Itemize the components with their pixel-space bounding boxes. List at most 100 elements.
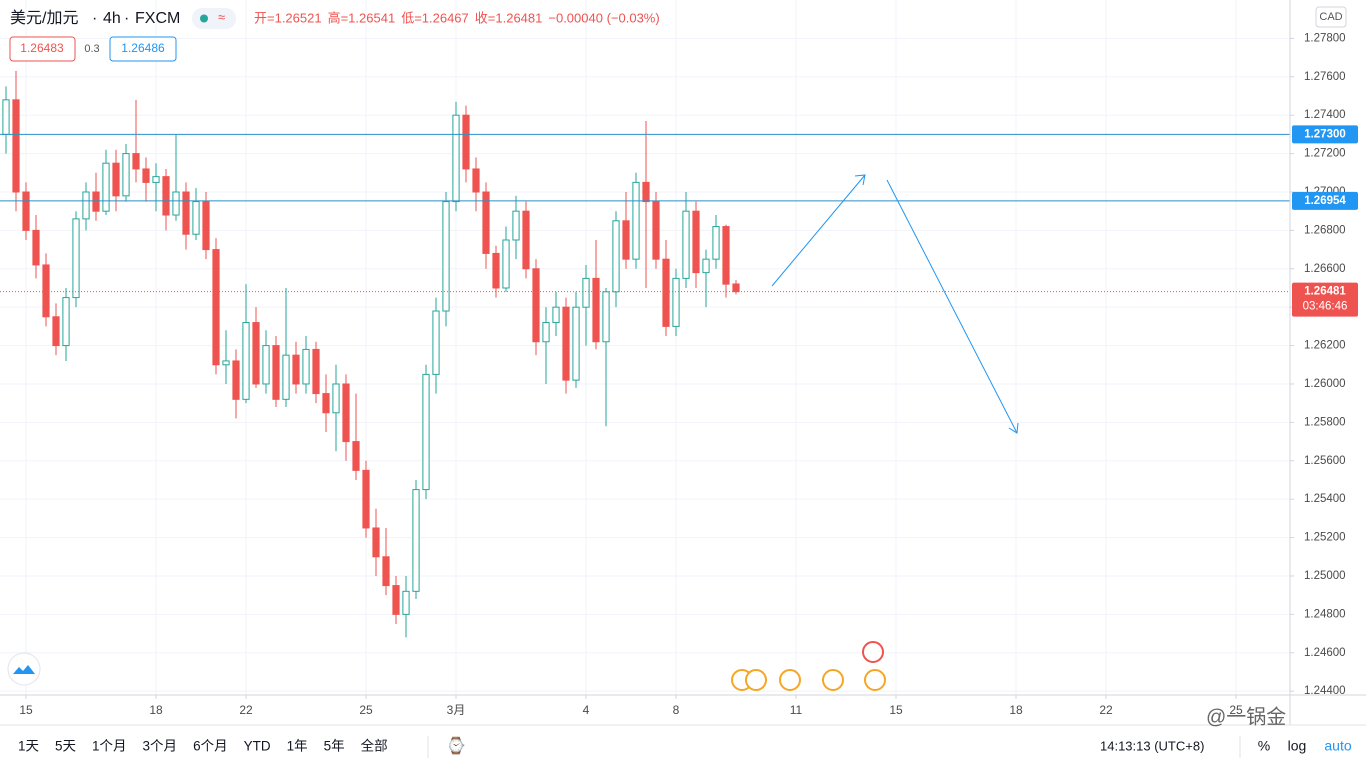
candle-body: [662, 258, 670, 327]
candle-body: [552, 306, 560, 324]
candle-body: [462, 114, 470, 170]
candle-body: [282, 354, 290, 400]
range-button[interactable]: 6个月: [193, 739, 228, 754]
status-icon: ≈: [218, 9, 225, 24]
candle-body: [212, 249, 220, 366]
candle-body: [672, 277, 680, 327]
candle-body: [202, 201, 210, 251]
price-label: 1.26954: [1304, 195, 1346, 207]
y-tick-label: 1.25400: [1304, 493, 1346, 505]
candle-body: [222, 360, 230, 366]
candle-body: [682, 210, 690, 279]
candle-body: [42, 264, 50, 318]
y-tick-label: 1.25600: [1304, 455, 1346, 467]
candle-body: [582, 277, 590, 308]
candle-body: [272, 345, 280, 400]
y-tick-label: 1.24800: [1304, 608, 1346, 620]
y-tick-label: 1.25000: [1304, 570, 1346, 582]
candle-body: [302, 348, 310, 385]
ohlc-value: 收=1.26481: [475, 10, 543, 25]
range-button[interactable]: 全部: [361, 738, 388, 754]
interval: 4h: [103, 10, 121, 27]
scale-mode[interactable]: auto: [1324, 738, 1351, 754]
scale-mode[interactable]: %: [1258, 738, 1270, 754]
y-tick-label: 1.27800: [1304, 32, 1346, 44]
x-tick-label: 15: [19, 703, 33, 717]
x-tick-label: 18: [1009, 703, 1023, 717]
candle-body: [92, 191, 100, 212]
candle-body: [292, 354, 300, 385]
candle-body: [652, 201, 660, 260]
candle-body: [322, 393, 330, 414]
candle-body: [232, 360, 240, 400]
arrow-up: [771, 174, 866, 287]
scale-mode[interactable]: log: [1288, 738, 1307, 754]
logo-mark: [13, 665, 35, 674]
candle-body: [342, 383, 350, 443]
candle-body: [642, 181, 650, 203]
event-icon: [745, 669, 767, 691]
watermark: @一锅金: [1206, 705, 1286, 728]
ohlc-value: 开=1.26521: [254, 10, 322, 25]
candle-body: [152, 176, 160, 183]
x-tick-label: 22: [1099, 703, 1113, 717]
range-button[interactable]: 3个月: [143, 739, 178, 754]
candle-body: [102, 162, 110, 212]
drawing-arrows: [771, 174, 1019, 434]
currency-box[interactable]: [1315, 6, 1347, 28]
symbol: 美元/加元: [10, 9, 78, 27]
plot: [0, 71, 1290, 638]
change: −0.00040 (−0.03%): [548, 10, 659, 25]
range-button[interactable]: YTD: [244, 739, 271, 754]
candle-body: [482, 191, 490, 254]
candle-body: [2, 99, 10, 135]
x-tick-label: 8: [673, 703, 680, 717]
x-tick-label: 18: [149, 703, 163, 717]
candle-body: [532, 268, 540, 343]
candle-body: [112, 162, 120, 197]
candle-body: [512, 210, 520, 241]
buy-box[interactable]: [109, 36, 177, 62]
candle-body: [12, 99, 20, 193]
events: [731, 641, 886, 691]
candle-body: [692, 210, 700, 274]
range-button[interactable]: 5天: [55, 739, 77, 754]
y-tick-label: 1.25800: [1304, 416, 1346, 428]
arrow-down: [886, 179, 1018, 434]
status-pill[interactable]: [192, 8, 236, 29]
candle-body: [562, 306, 570, 381]
ohlc-legend: 开=1.26521 高=1.26541 低=1.26467 收=1.26481 −0.0…: [254, 10, 660, 25]
logo[interactable]: [7, 652, 41, 686]
arrow-head: [854, 174, 866, 186]
candle-body: [242, 322, 250, 400]
y-tick-label: 1.27200: [1304, 148, 1346, 160]
currency[interactable]: CAD: [1319, 11, 1342, 23]
range-button[interactable]: 1年: [287, 739, 308, 754]
y-tick-label: 1.26600: [1304, 263, 1346, 275]
candle-body: [362, 469, 370, 529]
sell-price[interactable]: 1.26483: [20, 41, 64, 55]
sell-box[interactable]: [9, 36, 76, 62]
buy-price[interactable]: 1.26486: [121, 41, 165, 55]
separator: ·: [92, 10, 97, 27]
y-tick-label: 1.24400: [1304, 685, 1346, 697]
candle-body: [402, 590, 410, 615]
candle-body: [572, 306, 580, 381]
range-button[interactable]: 1个月: [92, 739, 127, 754]
candle-body: [442, 201, 450, 312]
countdown: 03:46:46: [1303, 301, 1348, 313]
compare-icon[interactable]: ⌚: [446, 736, 466, 755]
range-button[interactable]: 5年: [324, 739, 345, 754]
x-tick-label: 3月: [447, 703, 466, 717]
range-button[interactable]: 1天: [18, 739, 40, 754]
x-axis: 15 18 22 25 3月 4 8 11 15 18 22 25: [19, 695, 1243, 717]
y-tick-label: 1.26800: [1304, 224, 1346, 236]
candle-body: [452, 114, 460, 203]
candle-body: [632, 181, 640, 260]
candle-body: [702, 258, 710, 274]
last-price-label: 1.26481: [1304, 286, 1346, 298]
candle-body: [192, 201, 200, 235]
candle-body: [492, 252, 500, 289]
